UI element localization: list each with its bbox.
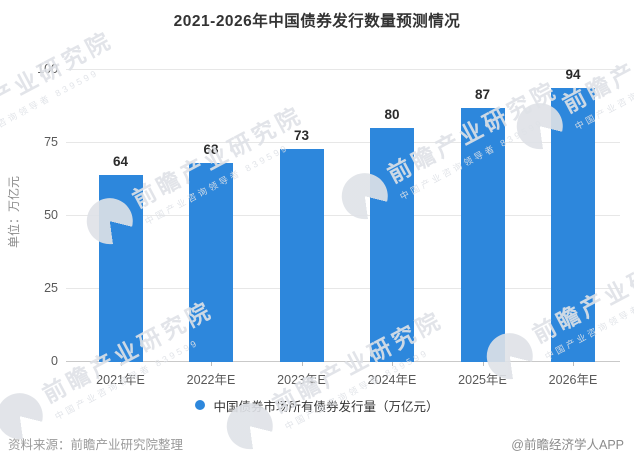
chart-title: 2021-2026年中国债券发行数量预测情况	[173, 13, 461, 30]
x-axis-tick	[392, 362, 393, 366]
x-tick-label-2021年E: 2021年E	[96, 373, 145, 387]
x-tick-label-2024年E: 2024年E	[367, 373, 417, 387]
bar-value-label-2021年E: 64	[112, 154, 129, 170]
x-tick-label-2023年E: 2023年E	[277, 373, 326, 387]
gridline-y50	[66, 215, 620, 216]
y-tick-label-25: 25	[44, 281, 58, 295]
x-axis-tick	[301, 362, 303, 366]
gridline-y100	[66, 69, 620, 70]
x-tick-label-2022年E: 2022年E	[186, 373, 236, 387]
y-tick-label-100: 100	[37, 62, 58, 76]
bar-value-label-2023年E: 73	[293, 127, 310, 143]
bar-2022年E	[189, 163, 233, 362]
y-tick-label-0: 0	[51, 354, 58, 368]
bar-value-label-2022年E: 68	[203, 142, 219, 158]
legend-label: 中国债券市场所有债券发行量（万亿元）	[213, 399, 439, 414]
gridline-y75	[66, 142, 620, 143]
bar-2024年E	[370, 128, 414, 362]
bar-value-label-2026年E: 94	[565, 66, 581, 82]
legend-dot-icon	[195, 400, 206, 410]
bar-value-label-2024年E: 80	[384, 107, 400, 123]
bar-2021年E	[98, 175, 143, 362]
data-source-note: 资料来源：前瞻产业研究院整理	[8, 438, 184, 452]
bar-2023年E	[279, 148, 324, 362]
x-axis-tick	[211, 362, 212, 366]
bar-2026年E	[551, 87, 595, 362]
plot-area: 0 25 50 75 100 64 2021年E 68 2022年E 73 2023年E 80 2024…	[37, 62, 620, 387]
gridline-y0	[66, 361, 620, 362]
legend: 中国债券市场所有债券发行量（万亿元）	[0, 396, 634, 414]
x-tick-label-2026年E: 2026年E	[548, 373, 598, 387]
bar-value-label-2025年E: 87	[474, 86, 491, 102]
gridline-y25	[66, 288, 620, 289]
x-axis-tick	[482, 362, 484, 366]
bar-2025年E	[460, 107, 505, 362]
credit-note: @前瞻经济学人APP	[511, 438, 624, 452]
y-tick-label-50: 50	[44, 208, 58, 222]
x-tick-label-2025年E: 2025年E	[458, 373, 507, 387]
x-axis-tick	[573, 362, 574, 366]
x-axis-tick	[120, 362, 122, 366]
y-tick-label-75: 75	[44, 135, 58, 149]
